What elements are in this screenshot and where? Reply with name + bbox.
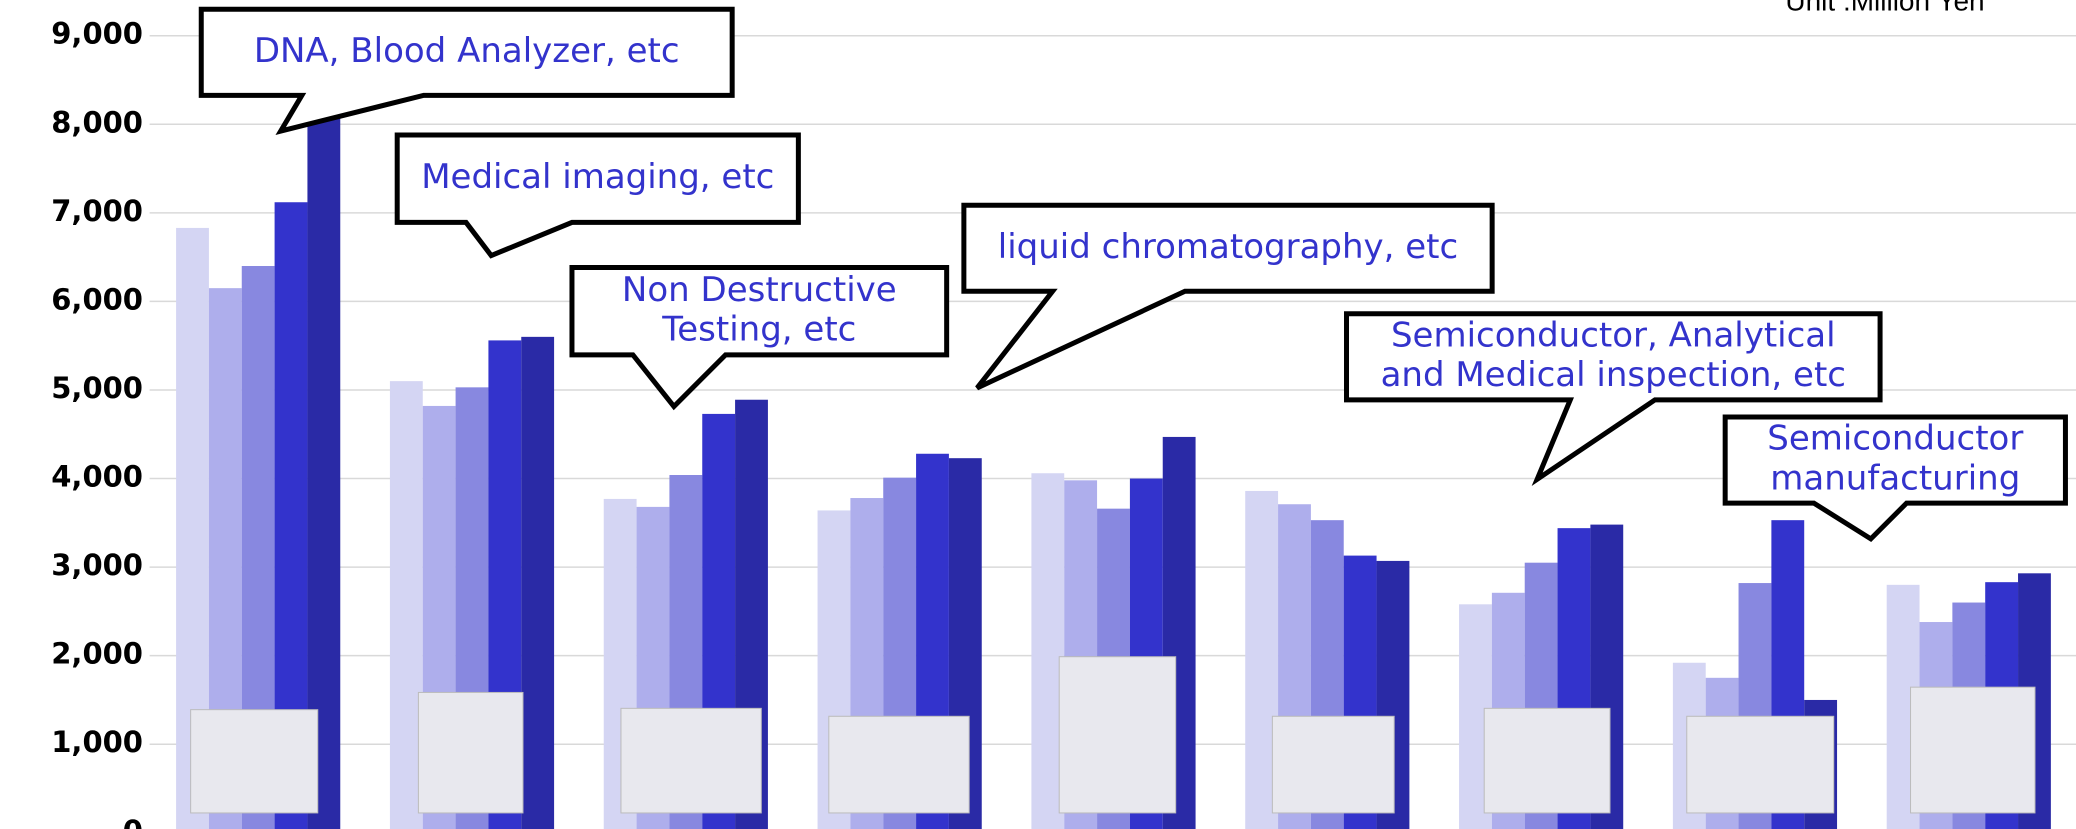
y-tick-label: 1,000	[51, 725, 143, 759]
callout-box	[1722, 414, 2068, 543]
product-photo	[828, 715, 970, 814]
bar	[307, 83, 341, 829]
callout-box	[569, 264, 950, 411]
callout-box	[198, 6, 735, 135]
y-tick-label: 4,000	[51, 460, 143, 494]
y-tick-label: 6,000	[51, 282, 143, 316]
product-photo	[1271, 715, 1395, 814]
product-photo	[1686, 715, 1835, 814]
callout-text: manufacturing	[1770, 458, 2020, 498]
product-photo	[1910, 686, 2036, 814]
callout-text: Semiconductor, Analytical	[1391, 315, 1836, 355]
y-tick-label: 3,000	[51, 548, 143, 582]
bar	[389, 381, 423, 829]
callout-text: Medical imaging, etc	[421, 157, 774, 197]
y-tick-label: 0	[123, 814, 143, 829]
unit-note: Unit :Million Yen	[1785, 0, 1984, 16]
callout-box	[961, 202, 1495, 391]
y-tick-label: 2,000	[51, 637, 143, 671]
y-tick-label: 5,000	[51, 371, 143, 405]
y-tick-label: 8,000	[51, 105, 143, 139]
callout-text: Testing, etc	[661, 310, 856, 350]
y-tick-label: 7,000	[51, 194, 143, 228]
callout-text: Non Destructive	[622, 270, 897, 310]
y-tick-label: 9,000	[51, 17, 143, 51]
callout-box	[1344, 311, 1883, 487]
callout-text: DNA, Blood Analyzer, etc	[254, 31, 680, 71]
callout-box	[394, 132, 801, 259]
product-photo	[417, 691, 524, 814]
callout-text: liquid chromatography, etc	[998, 227, 1458, 267]
product-photo	[190, 709, 319, 814]
product-photo	[620, 707, 762, 814]
callout-text: Semiconductor	[1767, 419, 2023, 459]
product-photo	[1483, 707, 1611, 814]
product-photo	[1058, 656, 1177, 814]
callout-text: and Medical inspection, etc	[1381, 355, 1846, 395]
bar	[521, 336, 555, 829]
